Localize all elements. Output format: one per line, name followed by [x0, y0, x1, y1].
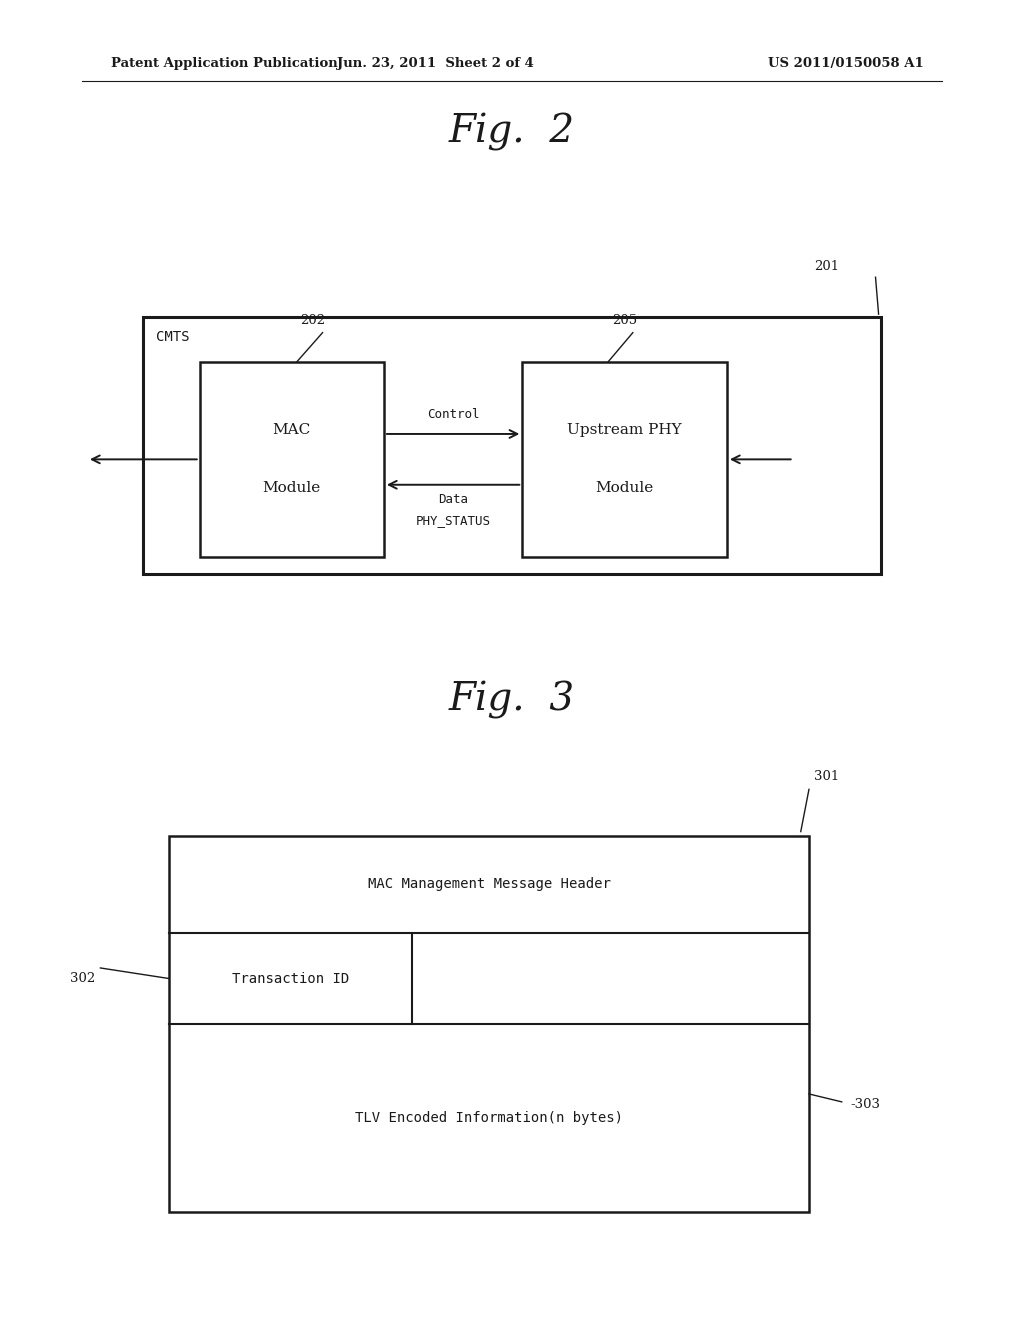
- Bar: [169, 836, 809, 1212]
- Text: Data: Data: [438, 492, 468, 506]
- Text: Module: Module: [263, 482, 321, 495]
- Text: Transaction ID: Transaction ID: [231, 972, 349, 986]
- Bar: [143, 317, 881, 574]
- Text: Upstream PHY: Upstream PHY: [567, 424, 682, 437]
- Bar: [522, 362, 727, 557]
- Text: -303: -303: [850, 1098, 880, 1111]
- Text: TLV Encoded Information(n bytes): TLV Encoded Information(n bytes): [355, 1110, 623, 1125]
- Text: Module: Module: [596, 482, 653, 495]
- Text: 202: 202: [300, 314, 325, 327]
- Text: MAC Management Message Header: MAC Management Message Header: [368, 878, 610, 891]
- Text: Patent Application Publication: Patent Application Publication: [111, 57, 337, 70]
- Text: CMTS: CMTS: [156, 330, 189, 345]
- Text: MAC: MAC: [272, 424, 311, 437]
- Text: 205: 205: [612, 314, 637, 327]
- Text: Control: Control: [427, 408, 479, 421]
- Text: 302: 302: [70, 972, 95, 985]
- Text: Jun. 23, 2011  Sheet 2 of 4: Jun. 23, 2011 Sheet 2 of 4: [337, 57, 534, 70]
- Text: Fig.  2: Fig. 2: [449, 114, 575, 150]
- Text: PHY_STATUS: PHY_STATUS: [416, 513, 490, 527]
- Bar: [200, 362, 384, 557]
- Text: 301: 301: [814, 770, 840, 783]
- Text: Fig.  3: Fig. 3: [449, 681, 575, 718]
- Text: US 2011/0150058 A1: US 2011/0150058 A1: [768, 57, 924, 70]
- Text: 201: 201: [814, 260, 840, 273]
